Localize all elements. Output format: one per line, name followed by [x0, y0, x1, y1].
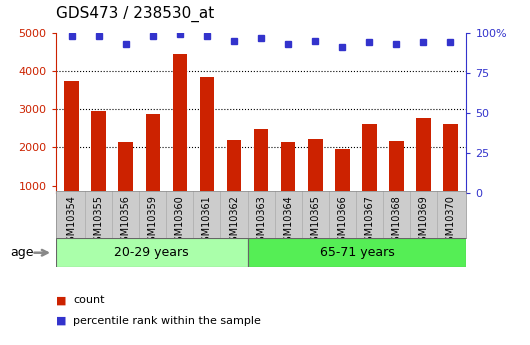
Text: GSM10365: GSM10365 — [310, 195, 320, 248]
Text: GSM10368: GSM10368 — [391, 195, 401, 248]
Bar — [200, 77, 215, 224]
Text: GSM10367: GSM10367 — [364, 195, 374, 248]
Text: 65-71 years: 65-71 years — [320, 246, 394, 259]
Bar — [443, 124, 457, 224]
Text: GSM10360: GSM10360 — [175, 195, 185, 248]
Bar — [388, 141, 403, 224]
Text: age: age — [11, 246, 34, 259]
Bar — [173, 54, 188, 224]
Text: 20-29 years: 20-29 years — [114, 246, 189, 259]
Text: count: count — [73, 295, 104, 305]
Bar — [253, 129, 269, 224]
Text: GSM10355: GSM10355 — [94, 195, 104, 248]
Bar — [146, 114, 161, 224]
Bar — [248, 238, 466, 267]
Bar — [56, 238, 248, 267]
Bar — [65, 80, 80, 224]
Bar — [307, 139, 322, 224]
Text: ■: ■ — [56, 295, 66, 305]
Text: ■: ■ — [56, 316, 66, 326]
Bar — [119, 142, 134, 224]
Text: GSM10359: GSM10359 — [148, 195, 158, 248]
Text: GSM10354: GSM10354 — [67, 195, 77, 248]
Text: GSM10370: GSM10370 — [445, 195, 455, 248]
Bar — [226, 140, 242, 224]
Text: GSM10363: GSM10363 — [256, 195, 266, 248]
Bar — [334, 149, 349, 224]
Text: GSM10369: GSM10369 — [418, 195, 428, 248]
Text: GSM10366: GSM10366 — [337, 195, 347, 248]
Bar — [416, 118, 430, 224]
Bar — [361, 125, 376, 224]
Text: percentile rank within the sample: percentile rank within the sample — [73, 316, 261, 326]
Text: GSM10362: GSM10362 — [229, 195, 239, 248]
Text: GDS473 / 238530_at: GDS473 / 238530_at — [56, 6, 214, 22]
Text: GSM10361: GSM10361 — [202, 195, 212, 248]
Bar — [92, 111, 107, 224]
Bar — [280, 142, 296, 224]
Text: GSM10356: GSM10356 — [121, 195, 131, 248]
Text: GSM10364: GSM10364 — [283, 195, 293, 248]
